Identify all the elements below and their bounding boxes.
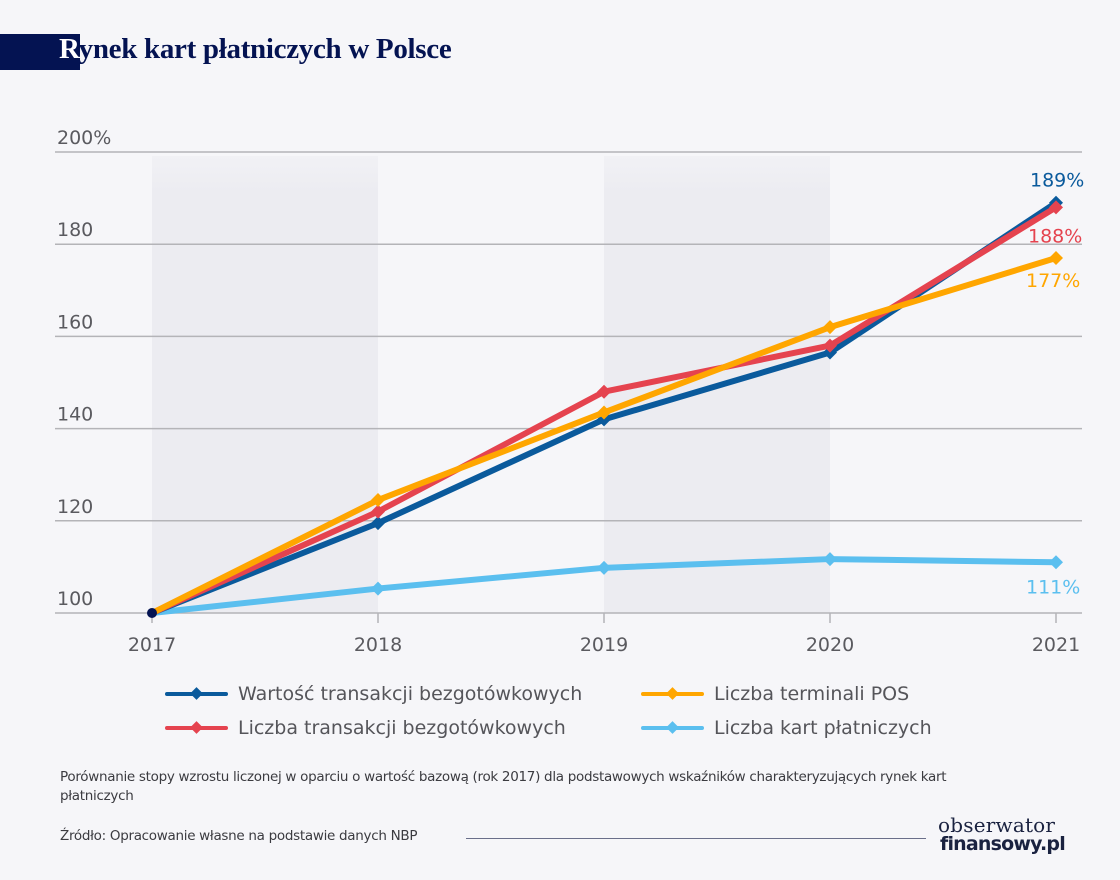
y-tick-label: 180 [57, 219, 93, 241]
chart-note: Porównanie stopy wzrostu liczonej w opar… [60, 769, 947, 804]
page-title: Rynek kart płatniczych w Polsce [59, 33, 452, 66]
end-value-label: 188% [1028, 225, 1082, 247]
y-tick-label: 160 [57, 311, 93, 333]
y-tick-label: 140 [57, 404, 93, 426]
data-point-marker [371, 581, 385, 596]
title-accent-bar [0, 34, 80, 70]
legend-marker [190, 687, 203, 700]
data-point-marker [823, 338, 837, 353]
data-point-marker [371, 516, 385, 531]
data-point-marker [1049, 251, 1063, 266]
data-point-marker [823, 552, 837, 567]
logo-line-2: finansowy.pl [940, 833, 1066, 855]
x-tick-label: 2018 [354, 634, 402, 656]
y-tick-label: 100 [57, 588, 93, 610]
title-text: ynek kart płatniczych w Polsce [78, 33, 452, 65]
chart-legend: Wartość transakcji bezgotówkowych Liczba … [165, 683, 965, 753]
data-point-marker [823, 320, 837, 335]
source-text: Źródło: Opracowanie własne na podstawie … [60, 828, 418, 844]
legend-marker [666, 721, 679, 734]
legend-swatch [165, 718, 228, 738]
data-point-marker [371, 504, 385, 519]
legend-marker [666, 687, 679, 700]
legend-item: Liczba transakcji bezgotówkowych [165, 717, 566, 739]
legend-swatch [165, 684, 228, 704]
end-value-label: 177% [1026, 270, 1080, 292]
line-chart: 100 120 140 160 180 200% 2017 2018 2019 2020 2021… [55, 127, 1084, 656]
data-point-marker [597, 560, 611, 575]
base-point-marker [147, 608, 157, 618]
legend-item: Wartość transakcji bezgotówkowych [165, 683, 582, 705]
x-tick-label: 2021 [1032, 634, 1080, 656]
legend-label: Liczba kart płatniczych [714, 717, 932, 739]
data-point-marker [1049, 555, 1063, 570]
shaded-band-0 [152, 156, 378, 613]
x-tick-label: 2020 [806, 634, 854, 656]
data-point-marker [597, 405, 611, 420]
data-point-marker [371, 493, 385, 508]
x-tick-label: 2017 [128, 634, 176, 656]
data-point-marker [597, 384, 611, 399]
legend-marker [190, 721, 203, 734]
legend-swatch [641, 718, 704, 738]
legend-label: Wartość transakcji bezgotówkowych [238, 683, 583, 705]
x-tick-label: 2019 [580, 634, 628, 656]
legend-swatch [641, 684, 704, 704]
y-tick-label: 200% [57, 127, 111, 149]
legend-label: Liczba transakcji bezgotówkowych [238, 717, 566, 739]
title-first-letter: R [59, 33, 79, 65]
end-value-label: 189% [1030, 170, 1084, 192]
y-tick-label: 120 [57, 496, 93, 518]
end-value-label: 111% [1026, 576, 1080, 598]
data-point-marker [1049, 200, 1063, 215]
logo: obserwator finansowy.pl [938, 813, 1066, 855]
legend-item: Liczba kart płatniczych [641, 717, 932, 739]
legend-label: Liczba terminali POS [714, 683, 910, 705]
logo-line-1: obserwator [938, 813, 1056, 837]
source-divider [466, 838, 926, 839]
legend-item: Liczba terminali POS [641, 683, 909, 705]
